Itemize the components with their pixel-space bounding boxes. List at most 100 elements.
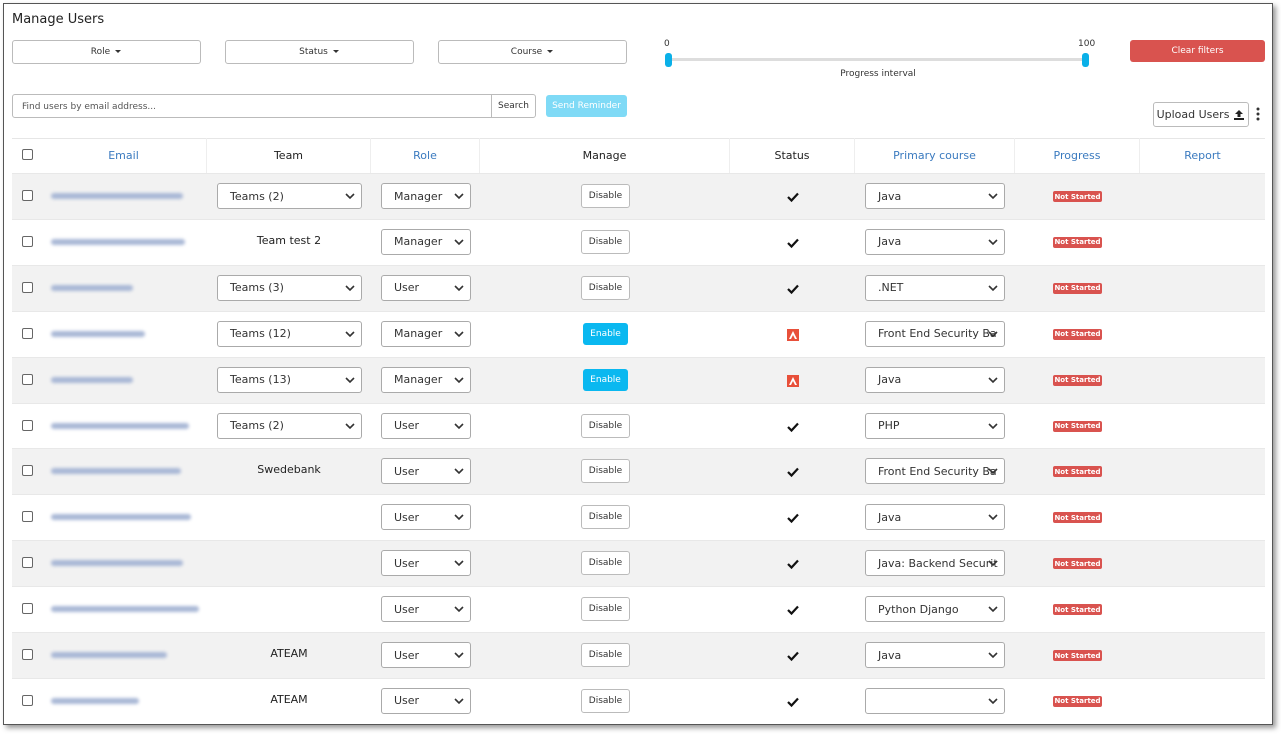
column-header[interactable]: Role (371, 138, 480, 173)
manage-button[interactable]: Disable (581, 229, 630, 254)
slider-max: 100 (1078, 39, 1096, 49)
course-dropdown[interactable]: .NET (865, 274, 1005, 301)
column-header[interactable]: Primary course (855, 138, 1015, 173)
slider-handle[interactable] (665, 53, 672, 67)
blocked-icon (787, 328, 799, 341)
role-dropdown[interactable]: User (381, 550, 471, 577)
chevron (988, 606, 998, 613)
send-reminder-button[interactable]: Send Reminder (546, 95, 627, 117)
role-dropdown[interactable]: Manager (381, 366, 471, 393)
role-dropdown[interactable]: User (381, 596, 471, 623)
email-blurred (51, 697, 139, 704)
row-checkbox[interactable] (22, 557, 33, 569)
upload-users-button[interactable]: Upload Users (1153, 102, 1249, 127)
table-header (12, 138, 1265, 173)
more-menu[interactable] (1255, 106, 1261, 124)
progress-badge: Not Started (1053, 282, 1102, 294)
manage-button[interactable]: Disable (581, 275, 630, 300)
check-icon (787, 192, 799, 203)
manage-button[interactable]: Disable (581, 413, 630, 438)
course-dropdown[interactable]: Java (865, 366, 1005, 393)
manage-button[interactable]: Disable (581, 551, 630, 576)
chevron (988, 652, 998, 659)
status-icon (786, 235, 800, 249)
course-dropdown[interactable]: Python Django (865, 596, 1005, 623)
column-header[interactable]: Report (1184, 149, 1221, 162)
header-checkbox[interactable] (22, 149, 33, 160)
manage-button[interactable]: Disable (581, 184, 630, 208)
role-dropdown[interactable]: Manager (381, 320, 471, 347)
row-checkbox[interactable] (22, 465, 33, 477)
manage-button[interactable]: Enable (583, 368, 628, 391)
row-checkbox[interactable] (22, 281, 33, 293)
caret (115, 50, 122, 53)
slider-min: 0 (664, 39, 670, 49)
manage-button[interactable]: Disable (581, 643, 630, 667)
filter-dropdown[interactable]: Status (225, 40, 414, 64)
course-dropdown[interactable]: Java (865, 504, 1005, 531)
progress-badge: Not Started (1053, 650, 1102, 661)
filter-dropdown[interactable]: Role (12, 40, 201, 64)
chevron (454, 468, 464, 475)
role-dropdown[interactable]: User (381, 412, 471, 439)
column-header[interactable]: Email (41, 138, 207, 173)
row-checkbox[interactable] (22, 419, 33, 431)
course-dropdown[interactable]: PHP (865, 412, 1005, 439)
manage-button[interactable]: Disable (581, 505, 630, 530)
search-input[interactable]: Find users by email address... (12, 94, 492, 118)
slider-label: Progress interval (840, 69, 916, 79)
course-dropdown[interactable] (865, 687, 1005, 714)
role-dropdown[interactable]: User (381, 687, 471, 714)
role-dropdown[interactable]: User (381, 274, 471, 301)
progress-badge: Not Started (1053, 236, 1102, 248)
course-dropdown[interactable]: Front End Security Ba (865, 320, 1005, 347)
filter-dropdown[interactable]: Course (438, 40, 627, 64)
row-checkbox[interactable] (22, 235, 33, 247)
role-dropdown[interactable]: User (381, 642, 471, 668)
chevron (454, 560, 464, 567)
manage-button[interactable]: Enable (583, 322, 628, 345)
role-dropdown[interactable]: Manager (381, 183, 471, 209)
course-dropdown[interactable]: Java (865, 228, 1005, 255)
progress-badge: Not Started (1053, 420, 1102, 432)
team-dropdown[interactable]: Teams (2) (217, 412, 362, 439)
course-dropdown[interactable]: Front End Security Ba (865, 458, 1005, 485)
chevron (988, 331, 998, 337)
column-header[interactable]: Progress (1015, 138, 1140, 173)
email-blurred (51, 468, 181, 475)
team-dropdown[interactable]: Teams (2) (217, 183, 362, 209)
row-checkbox[interactable] (22, 603, 33, 615)
manage-button[interactable]: Disable (581, 688, 630, 713)
row-checkbox[interactable] (22, 190, 33, 201)
team-dropdown[interactable]: Teams (3) (217, 274, 362, 301)
team-text: Swedebank (257, 463, 321, 477)
course-dropdown[interactable]: Java (865, 183, 1005, 209)
manage-button[interactable]: Disable (581, 597, 630, 622)
team-dropdown[interactable]: Teams (12) (217, 320, 362, 347)
role-dropdown[interactable]: User (381, 504, 471, 531)
row-checkbox[interactable] (22, 511, 33, 523)
status-icon (786, 327, 800, 341)
clear-filters-button[interactable]: Clear filters (1130, 40, 1265, 62)
chevron (988, 698, 998, 705)
search-button[interactable]: Search (491, 94, 536, 118)
progress-badge: Not Started (1053, 512, 1102, 524)
team-dropdown[interactable]: Teams (13) (217, 366, 362, 393)
role-dropdown[interactable]: User (381, 458, 471, 485)
row-checkbox[interactable] (22, 694, 33, 706)
row-checkbox[interactable] (22, 373, 33, 385)
status-icon (786, 556, 800, 570)
row-checkbox[interactable] (22, 649, 33, 660)
progress-badge: Not Started (1053, 374, 1102, 386)
status-icon (786, 694, 800, 708)
course-dropdown[interactable]: Java: Backend Securit (865, 550, 1005, 577)
manage-button[interactable]: Disable (581, 459, 630, 484)
course-dropdown[interactable]: Java (865, 642, 1005, 668)
row-checkbox[interactable] (22, 327, 33, 339)
status-icon (786, 419, 800, 433)
slider-handle[interactable] (1082, 53, 1089, 67)
chevron (454, 193, 464, 200)
role-dropdown[interactable]: Manager (381, 228, 471, 255)
chevron (345, 422, 355, 429)
page-title: Manage Users (12, 12, 105, 27)
